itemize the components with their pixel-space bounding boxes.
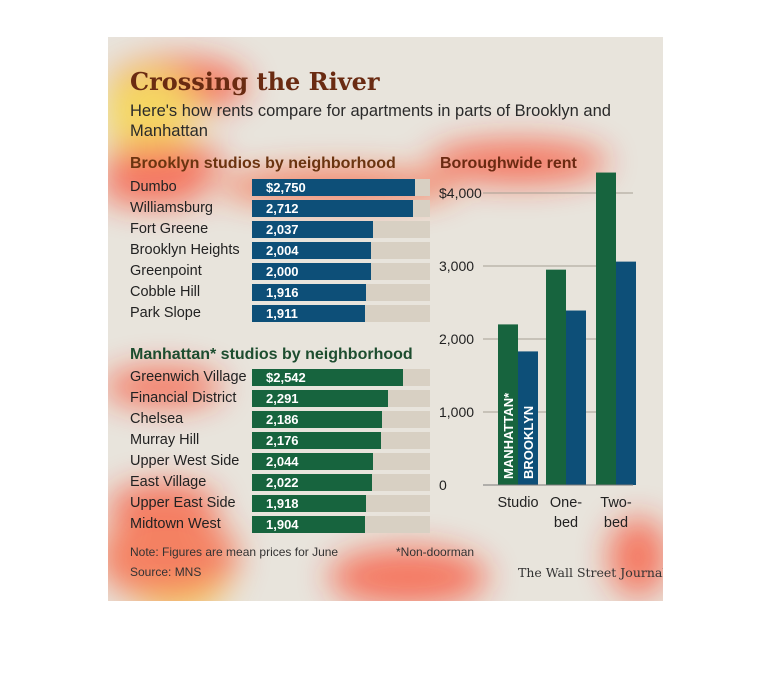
neighborhood-label: Cobble Hill <box>130 284 201 300</box>
bk-row: Williamsburg 2,712 <box>130 200 430 217</box>
mh-row: East Village 2,022 <box>130 474 430 491</box>
y-tick-label: 2,000 <box>439 331 474 347</box>
credit-text: The Wall Street Journal <box>518 565 663 580</box>
infographic-card: Crossing the River Here's how rents comp… <box>108 37 663 601</box>
rent-value-label: 2,022 <box>266 475 299 490</box>
rent-value-label: 2,037 <box>266 222 299 237</box>
page-subtitle: Here's how rents compare for apartments … <box>130 102 611 140</box>
neighborhood-label: Brooklyn Heights <box>130 242 240 258</box>
bk-row: Park Slope 1,911 <box>130 305 430 322</box>
x-tick-label: bed <box>554 515 578 531</box>
rent-value-label: 2,186 <box>266 412 299 427</box>
neighborhood-label: Fort Greene <box>130 221 209 237</box>
boroughwide-bar <box>518 351 538 485</box>
rent-bar <box>252 369 403 386</box>
mh-row: Chelsea 2,186 <box>130 411 430 428</box>
rent-value-label: 1,916 <box>266 285 299 300</box>
boroughwide-bar <box>616 261 636 485</box>
neighborhood-label: Dumbo <box>130 179 177 195</box>
rent-value-label: 2,291 <box>266 391 299 406</box>
neighborhood-label: Financial District <box>130 390 237 406</box>
boroughwide-bar-chart: 0 1,000 2,000 3,000 $4,000 MANHATTAN* BROOKLYN… <box>439 172 636 531</box>
note-text: Note: Figures are mean prices for June <box>130 545 339 559</box>
neighborhood-label: Chelsea <box>130 411 184 427</box>
neighborhood-label: Greenpoint <box>130 263 202 279</box>
boroughwide-bar <box>596 172 616 485</box>
rent-bar <box>252 432 381 449</box>
boroughwide-bar <box>546 269 566 485</box>
neighborhood-label: Upper East Side <box>130 495 236 511</box>
rent-bar <box>252 284 366 301</box>
boroughwide-bar <box>566 310 586 485</box>
x-tick-label: Studio <box>497 495 538 511</box>
bk-row: Dumbo $2,750 <box>130 179 430 196</box>
rent-value-label: 2,712 <box>266 201 299 216</box>
rent-bar <box>252 516 365 533</box>
neighborhood-label: Murray Hill <box>130 432 200 448</box>
rent-value-label: 2,044 <box>266 454 299 469</box>
rent-value-label: 1,911 <box>266 306 298 321</box>
rent-bar <box>252 411 382 428</box>
x-tick-label: One- <box>550 495 582 511</box>
rent-bar <box>252 474 372 491</box>
y-tick-label: $4,000 <box>439 185 482 201</box>
neighborhood-label: Midtown West <box>130 516 221 532</box>
series-label: BROOKLYN <box>521 406 536 479</box>
neighborhood-label: East Village <box>130 474 207 490</box>
bk-row: Brooklyn Heights 2,004 <box>130 242 430 259</box>
x-tick-label: bed <box>604 515 628 531</box>
boroughwide-bar <box>498 324 518 485</box>
page-title: Crossing the River <box>130 67 380 96</box>
neighborhood-label: Park Slope <box>130 305 201 321</box>
boroughwide-section-title: Boroughwide rent <box>440 155 577 172</box>
rent-bar <box>252 305 365 322</box>
rent-value-label: 2,176 <box>266 433 299 448</box>
mh-row: Midtown West 1,904 <box>130 516 430 533</box>
y-tick-label: 0 <box>439 477 447 493</box>
rent-value-label: 1,904 <box>266 517 299 532</box>
manhattan-section-title: Manhattan* studios by neighborhood <box>130 346 413 363</box>
rent-value-label: 2,000 <box>266 264 299 279</box>
rent-value-label: $2,542 <box>266 370 306 385</box>
rent-bar <box>252 495 366 512</box>
mh-row: Murray Hill 2,176 <box>130 432 430 449</box>
source-text: Source: MNS <box>130 565 202 579</box>
bk-row: Fort Greene 2,037 <box>130 221 430 238</box>
bk-row: Cobble Hill 1,916 <box>130 284 430 301</box>
rent-bar <box>252 200 413 217</box>
mh-row: Upper East Side 1,918 <box>130 495 430 512</box>
neighborhood-label: Greenwich Village <box>130 369 247 385</box>
mh-row: Financial District 2,291 <box>130 390 430 407</box>
x-tick-label: Two- <box>600 495 632 511</box>
neighborhood-label: Williamsburg <box>130 200 213 216</box>
rent-bar <box>252 179 415 196</box>
rent-bar <box>252 242 371 259</box>
rent-bar <box>252 263 371 280</box>
footnote-text: *Non-doorman <box>396 545 475 559</box>
y-tick-label: 3,000 <box>439 258 474 274</box>
neighborhood-label: Upper West Side <box>130 453 240 469</box>
series-label: MANHATTAN* <box>501 392 516 479</box>
mh-row: Greenwich Village $2,542 <box>130 369 430 386</box>
rent-value-label: 1,918 <box>266 496 299 511</box>
rent-bar <box>252 453 373 470</box>
rent-bar <box>252 221 373 238</box>
rent-value-label: $2,750 <box>266 180 306 195</box>
mh-row: Upper West Side 2,044 <box>130 453 430 470</box>
rent-value-label: 2,004 <box>266 243 299 258</box>
rent-bar <box>252 390 388 407</box>
brooklyn-section-title: Brooklyn studios by neighborhood <box>130 155 396 172</box>
y-tick-label: 1,000 <box>439 404 474 420</box>
bk-row: Greenpoint 2,000 <box>130 263 430 280</box>
